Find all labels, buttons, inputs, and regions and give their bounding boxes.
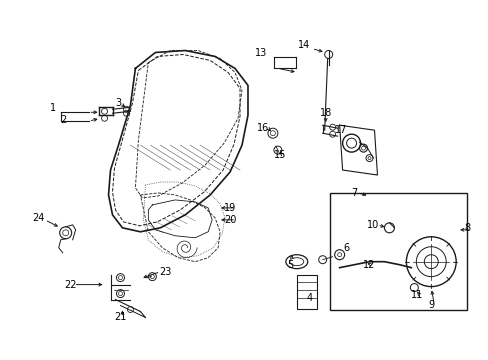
Polygon shape xyxy=(339,125,377,175)
Text: 4: 4 xyxy=(306,293,312,302)
Text: 11: 11 xyxy=(410,289,423,300)
Text: 17: 17 xyxy=(335,125,347,135)
Text: 21: 21 xyxy=(114,312,126,323)
Text: 1: 1 xyxy=(50,103,56,113)
Text: 18: 18 xyxy=(319,108,331,118)
Text: 22: 22 xyxy=(64,280,77,289)
Bar xyxy=(329,193,466,310)
Text: 24: 24 xyxy=(33,213,45,223)
Text: 13: 13 xyxy=(254,49,266,58)
Text: 14: 14 xyxy=(297,40,309,50)
Bar xyxy=(296,275,316,310)
Text: 3: 3 xyxy=(115,98,122,108)
Text: 7: 7 xyxy=(351,188,357,198)
Text: 15: 15 xyxy=(273,150,285,160)
Text: 6: 6 xyxy=(343,243,349,253)
Text: 5: 5 xyxy=(286,260,292,270)
Text: 19: 19 xyxy=(224,203,236,213)
Text: 2: 2 xyxy=(61,115,67,125)
Text: 8: 8 xyxy=(463,223,469,233)
Text: 9: 9 xyxy=(427,300,433,310)
Text: 23: 23 xyxy=(159,267,171,276)
Text: 12: 12 xyxy=(363,260,375,270)
Text: 20: 20 xyxy=(224,215,236,225)
Text: 10: 10 xyxy=(366,220,379,230)
Text: 16: 16 xyxy=(256,123,268,133)
